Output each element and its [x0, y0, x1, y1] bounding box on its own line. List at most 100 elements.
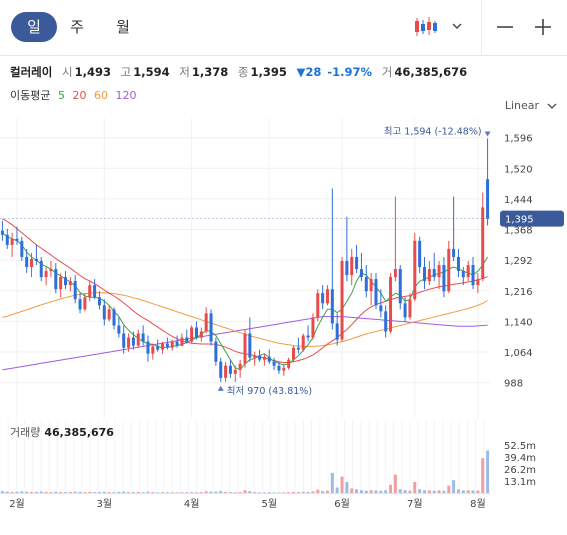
zoom-out-button[interactable] — [490, 12, 520, 42]
candle-body — [20, 240, 24, 257]
volume-bar — [374, 490, 378, 493]
candle-body — [340, 260, 344, 340]
chevron-down-icon[interactable] — [545, 99, 559, 113]
tab-daily[interactable]: 일 — [11, 12, 57, 42]
volume-bar — [5, 491, 9, 493]
current-price-tag — [500, 210, 564, 227]
candle-body — [442, 265, 446, 292]
volume-bar — [418, 489, 422, 493]
candle-body — [73, 281, 77, 300]
zoom-in-button[interactable] — [528, 12, 558, 42]
candle-body — [413, 240, 417, 300]
candle-body — [39, 260, 43, 278]
candle-body — [389, 277, 393, 332]
close-value: 1,395 — [250, 65, 287, 79]
candle-body — [418, 240, 422, 268]
candle-body — [301, 335, 305, 350]
volume-bar — [359, 490, 363, 493]
volume-bar — [68, 491, 72, 493]
volume-bar — [466, 490, 470, 493]
volume-bar — [355, 489, 359, 493]
candle-body — [10, 238, 14, 245]
candle-body — [30, 258, 34, 268]
volume-bar — [194, 492, 198, 493]
y-tick-label: 1,444 — [504, 195, 533, 206]
candle-body — [15, 238, 19, 241]
chevron-down-icon — [452, 23, 462, 29]
tab-weekly[interactable]: 주 — [70, 18, 84, 36]
volume-bar — [39, 491, 43, 493]
candle-body — [476, 279, 480, 286]
price-chart[interactable]: 1,596 1,520 1,444 1,368 1,292 1,216 1,140 1,064… — [0, 118, 567, 418]
candle-body — [243, 333, 247, 364]
x-tick-label: 3월 — [97, 498, 113, 510]
plus-icon — [535, 19, 551, 35]
volume-bar — [214, 491, 218, 493]
candle-body — [272, 361, 276, 366]
volume-bar — [117, 491, 121, 493]
candle-body — [59, 277, 63, 290]
ma-20-label[interactable]: 20 — [72, 89, 87, 102]
top-toolbar: 일 주 월 — [0, 0, 567, 56]
candle-body — [209, 313, 213, 342]
candle-body — [49, 269, 53, 272]
volume-bar — [476, 490, 480, 493]
volume-bar — [107, 492, 111, 493]
current-price-label: 1,395 — [505, 215, 534, 226]
volume-bar — [423, 490, 427, 493]
candle-body — [170, 341, 174, 348]
volume-bar — [219, 490, 223, 493]
candle-body — [350, 256, 354, 276]
stock-name: 컬러레이 — [10, 65, 53, 79]
volume-bar — [316, 489, 320, 493]
y-tick-label: 1,292 — [504, 256, 533, 267]
low-annotation: 최저 970 (43.81%) — [227, 386, 312, 397]
candle-body — [452, 248, 456, 257]
volume-tick-label: 52.5m — [504, 441, 536, 452]
volume-bar — [63, 492, 67, 493]
ma-60-label[interactable]: 60 — [93, 89, 108, 102]
volume-bar — [44, 491, 48, 493]
chart-type-selector[interactable] — [412, 12, 472, 42]
candle-body — [194, 327, 198, 338]
candle-body — [398, 269, 402, 304]
minus-icon — [497, 26, 513, 28]
volume-bar — [204, 491, 208, 493]
x-tick-label: 5월 — [261, 498, 277, 510]
ma-120-label[interactable]: 120 — [115, 89, 137, 102]
candle-body — [54, 269, 58, 290]
volume-bar — [78, 491, 82, 493]
candle-body — [25, 256, 29, 268]
volume-bar — [364, 490, 368, 493]
candle-body — [481, 207, 485, 280]
candle-body — [63, 277, 67, 286]
volume-bar — [287, 492, 291, 493]
volume-bar — [238, 492, 242, 493]
volume-bar — [180, 492, 184, 493]
y-tick-label: 1,064 — [504, 348, 533, 359]
y-tick-label: 1,520 — [504, 164, 533, 175]
volume-bar — [30, 491, 34, 493]
change-percent: -1.97% — [327, 65, 373, 79]
volume-bar — [165, 492, 169, 493]
candle-body — [112, 309, 116, 326]
tab-monthly[interactable]: 월 — [116, 18, 130, 36]
volume-bar — [136, 491, 140, 493]
volume-bar — [398, 489, 402, 493]
volume-bar — [258, 492, 262, 493]
ma-5-label[interactable]: 5 — [57, 89, 65, 102]
candle-body — [345, 260, 349, 276]
volume-bar — [199, 492, 203, 493]
high-label: 고 — [120, 65, 132, 79]
change-value: ▼28 — [296, 65, 322, 79]
high-value: 1,594 — [133, 65, 170, 79]
candle-body — [78, 299, 82, 310]
candle-body — [224, 365, 228, 378]
candle-body — [292, 347, 296, 360]
candle-body — [379, 305, 383, 312]
scale-mode-selector[interactable]: Linear — [504, 99, 539, 112]
volume-bar — [73, 491, 77, 493]
candle-body — [364, 277, 368, 292]
candle-body — [437, 265, 441, 278]
